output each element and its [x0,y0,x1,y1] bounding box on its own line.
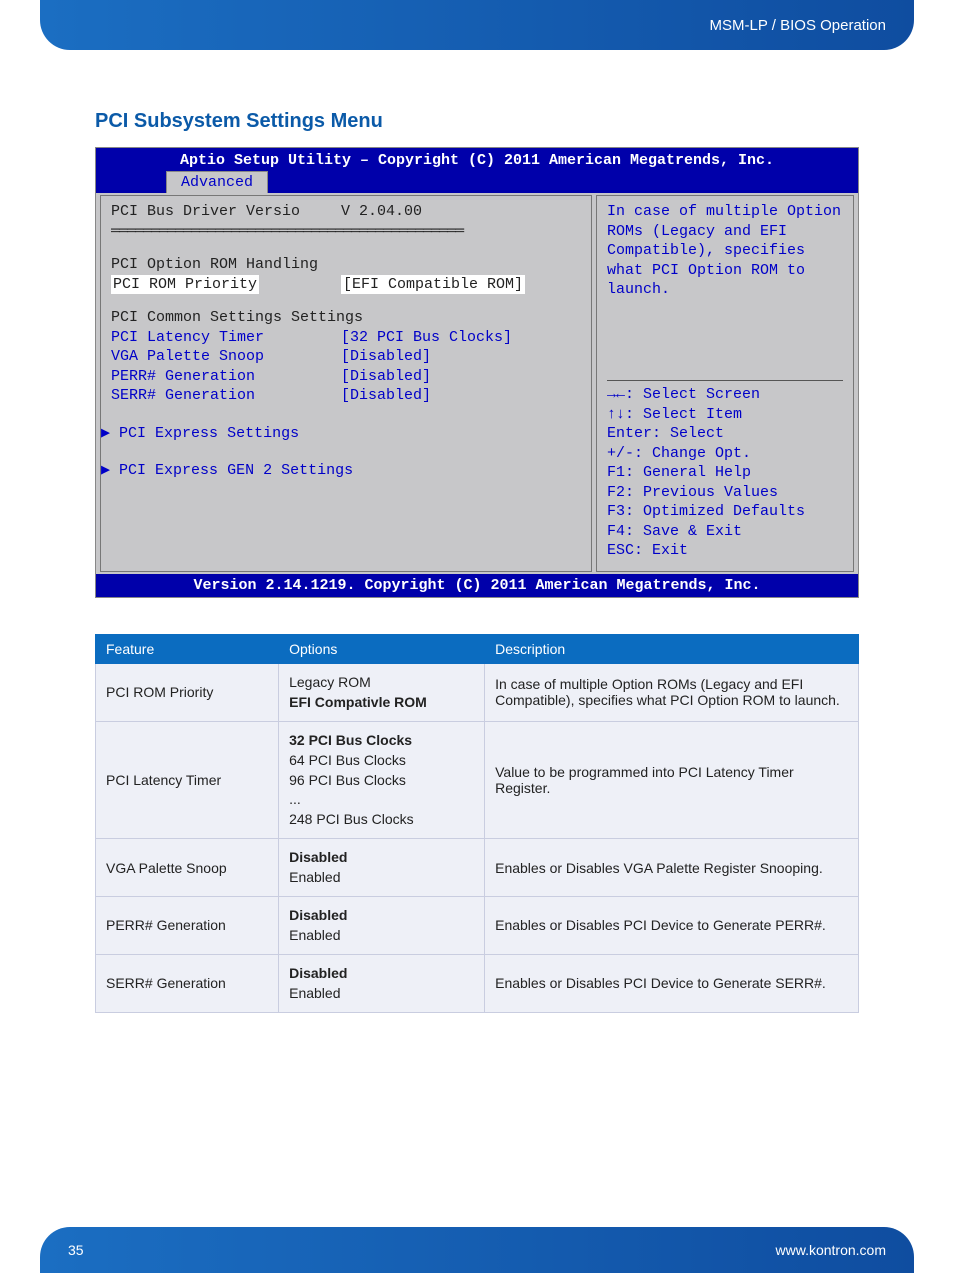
options-table: Feature Options Description PCI ROM Prio… [95,634,859,1013]
table-row: SERR# GenerationDisabledEnabledEnables o… [96,954,859,1012]
table-row: PCI ROM PriorityLegacy ROMEFI Compativle… [96,664,859,722]
bios-submenu-express[interactable]: ▶ PCI Express Settings [101,424,581,444]
cell-description: Value to be programmed into PCI Latency … [485,721,859,838]
cell-options: DisabledEnabled [279,954,485,1012]
bios-screenshot: Aptio Setup Utility – Copyright (C) 2011… [95,147,859,598]
cell-feature: PCI Latency Timer [96,721,279,838]
cell-description: In case of multiple Option ROMs (Legacy … [485,664,859,722]
cell-feature: VGA Palette Snoop [96,839,279,897]
bios-key-f4: F4: Save & Exit [607,522,843,542]
page-header: MSM-LP / BIOS Operation [40,0,914,50]
bios-key-esc: ESC: Exit [607,541,843,561]
bios-group-common: PCI Common Settings Settings [111,308,581,328]
bios-separator: ════════════════════════════════════════… [111,222,581,242]
option-value: 96 PCI Bus Clocks [289,771,474,790]
cell-feature: PCI ROM Priority [96,664,279,722]
bios-titlebar: Aptio Setup Utility – Copyright (C) 2011… [96,148,858,171]
bios-key-select-screen: →←: Select Screen [607,385,843,405]
cell-description: Enables or Disables VGA Palette Register… [485,839,859,897]
option-value: ... [289,790,474,809]
bios-key-f1: F1: General Help [607,463,843,483]
option-value: EFI Compativle ROM [289,693,474,712]
bios-main-panel: PCI Bus Driver Versio V 2.04.00 ════════… [100,195,592,572]
bios-item-rom-priority[interactable]: PCI ROM Priority [111,275,259,295]
bios-value-rom-priority[interactable]: [EFI Compatible ROM] [341,275,525,295]
bios-group-rom: PCI Option ROM Handling [111,255,581,275]
bios-key-enter: Enter: Select [607,424,843,444]
bios-version-label: PCI Bus Driver Versio [111,202,341,222]
cell-options: Legacy ROMEFI Compativle ROM [279,664,485,722]
cell-options: DisabledEnabled [279,897,485,955]
bios-item-serr[interactable]: SERR# Generation [111,386,341,406]
bios-key-change: +/-: Change Opt. [607,444,843,464]
option-value: Enabled [289,984,474,1003]
th-options: Options [279,635,485,664]
option-value: 64 PCI Bus Clocks [289,751,474,770]
bios-help-panel: In case of multiple Option ROMs (Legacy … [596,195,854,572]
bios-value-vga[interactable]: [Disabled] [341,347,431,367]
th-description: Description [485,635,859,664]
cell-description: Enables or Disables PCI Device to Genera… [485,897,859,955]
bios-tab-row: Advanced [96,171,858,194]
bios-item-vga[interactable]: VGA Palette Snoop [111,347,341,367]
option-value: Disabled [289,964,474,983]
option-value: Enabled [289,868,474,887]
breadcrumb: MSM-LP / BIOS Operation [710,17,886,34]
bios-value-perr[interactable]: [Disabled] [341,367,431,387]
bios-item-perr[interactable]: PERR# Generation [111,367,341,387]
option-value: Legacy ROM [289,673,474,692]
bios-tab-advanced[interactable]: Advanced [166,171,268,194]
bios-key-f3: F3: Optimized Defaults [607,502,843,522]
bios-submenu-express-gen2[interactable]: ▶ PCI Express GEN 2 Settings [101,461,581,481]
footer-url: www.kontron.com [776,1242,886,1258]
bios-help-text: In case of multiple Option ROMs (Legacy … [607,202,843,300]
bios-version-value: V 2.04.00 [341,202,422,222]
bios-key-f2: F2: Previous Values [607,483,843,503]
cell-options: DisabledEnabled [279,839,485,897]
page-footer: 35 www.kontron.com [40,1227,914,1273]
options-table-body: PCI ROM PriorityLegacy ROMEFI Compativle… [96,664,859,1013]
option-value: 32 PCI Bus Clocks [289,731,474,750]
table-row: VGA Palette SnoopDisabledEnabledEnables … [96,839,859,897]
th-feature: Feature [96,635,279,664]
option-value: Disabled [289,906,474,925]
option-value: Disabled [289,848,474,867]
bios-value-latency[interactable]: [32 PCI Bus Clocks] [341,328,512,348]
table-row: PERR# GenerationDisabledEnabledEnables o… [96,897,859,955]
cell-description: Enables or Disables PCI Device to Genera… [485,954,859,1012]
bios-key-select-item: ↑↓: Select Item [607,405,843,425]
cell-options: 32 PCI Bus Clocks64 PCI Bus Clocks96 PCI… [279,721,485,838]
option-value: Enabled [289,926,474,945]
table-row: PCI Latency Timer32 PCI Bus Clocks64 PCI… [96,721,859,838]
bios-item-latency[interactable]: PCI Latency Timer [111,328,341,348]
bios-footer: Version 2.14.1219. Copyright (C) 2011 Am… [96,574,858,598]
page-number: 35 [68,1242,84,1258]
cell-feature: SERR# Generation [96,954,279,1012]
section-title: PCI Subsystem Settings Menu [95,110,859,133]
option-value: 248 PCI Bus Clocks [289,810,474,829]
bios-value-serr[interactable]: [Disabled] [341,386,431,406]
cell-feature: PERR# Generation [96,897,279,955]
